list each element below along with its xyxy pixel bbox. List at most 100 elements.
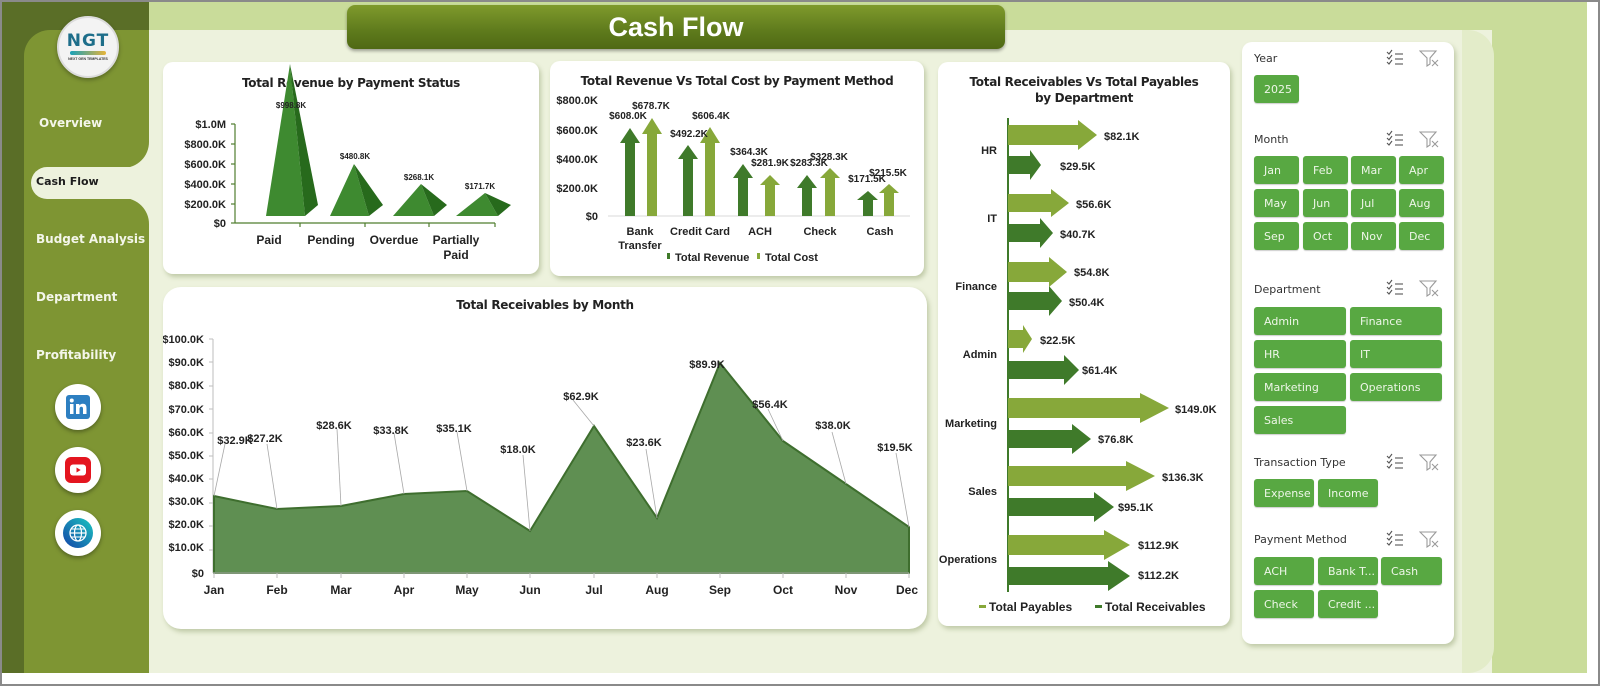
svg-text:Aug: Aug bbox=[645, 583, 668, 597]
svg-text:$998.8K: $998.8K bbox=[276, 101, 306, 110]
slicer-chip-month-jun[interactable]: Jun bbox=[1303, 189, 1348, 217]
chart-title: Total Revenue by Payment Status bbox=[241, 76, 460, 90]
chart-card-receivables-by-month: Total Receivables by Month $100.0K $90.0… bbox=[163, 287, 927, 629]
svg-text:Paid: Paid bbox=[443, 248, 468, 262]
svg-text:Credit Card: Credit Card bbox=[670, 226, 730, 238]
slicer-chip-month-aug[interactable]: Aug bbox=[1399, 189, 1444, 217]
slicer-chip-month-dec[interactable]: Dec bbox=[1399, 222, 1444, 250]
slicer-chip-month-jul[interactable]: Jul bbox=[1351, 189, 1396, 217]
clear-filter-icon[interactable] bbox=[1419, 279, 1439, 297]
svg-text:Overdue: Overdue bbox=[370, 233, 419, 247]
slicer-chip-month-nov[interactable]: Nov bbox=[1351, 222, 1396, 250]
svg-text:Admin: Admin bbox=[963, 349, 998, 361]
slicer-panel: Year 2025 Month Jan Feb Mar Apr May Jun … bbox=[1242, 42, 1454, 644]
chart-card-revenue-by-status: Total Revenue by Payment Status $1.0M $8… bbox=[163, 62, 539, 274]
clear-filter-icon[interactable] bbox=[1419, 130, 1439, 148]
slicer-chip-method-ach[interactable]: ACH bbox=[1254, 557, 1314, 585]
svg-text:$171.5K: $171.5K bbox=[848, 174, 887, 185]
svg-text:Sales: Sales bbox=[968, 486, 997, 498]
youtube-button[interactable] bbox=[55, 447, 101, 493]
slicer-chip-dept-finance[interactable]: Finance bbox=[1350, 307, 1442, 335]
svg-text:$268.1K: $268.1K bbox=[404, 173, 434, 182]
slicer-chip-method-bank-transfer[interactable]: Bank T... bbox=[1318, 557, 1378, 585]
multi-select-icon[interactable] bbox=[1385, 453, 1405, 471]
page-title: Cash Flow bbox=[608, 11, 744, 42]
svg-text:$1.0M: $1.0M bbox=[195, 119, 226, 131]
slicer-chip-year-2025[interactable]: 2025 bbox=[1254, 75, 1299, 103]
svg-text:Total Revenue: Total Revenue bbox=[675, 252, 749, 264]
svg-text:$50.0K: $50.0K bbox=[169, 450, 205, 462]
multi-select-icon[interactable] bbox=[1385, 130, 1405, 148]
slicer-chip-method-cash[interactable]: Cash bbox=[1381, 557, 1442, 585]
slicer-chip-month-jan[interactable]: Jan bbox=[1254, 156, 1299, 184]
slicer-year-label: Year bbox=[1254, 52, 1278, 65]
svg-text:$61.4K: $61.4K bbox=[1082, 365, 1118, 377]
area-series bbox=[213, 361, 910, 574]
svg-text:$90.0K: $90.0K bbox=[169, 357, 205, 369]
svg-text:$40.7K: $40.7K bbox=[1060, 229, 1096, 241]
svg-text:$800.0K: $800.0K bbox=[184, 139, 226, 151]
svg-text:Oct: Oct bbox=[773, 583, 793, 597]
slicer-chip-month-may[interactable]: May bbox=[1254, 189, 1299, 217]
slicer-chip-dept-operations[interactable]: Operations bbox=[1350, 373, 1442, 401]
svg-text:$200.0K: $200.0K bbox=[556, 183, 598, 195]
svg-text:$600.0K: $600.0K bbox=[184, 159, 226, 171]
slicer-chip-month-sep[interactable]: Sep bbox=[1254, 222, 1299, 250]
svg-text:$800.0K: $800.0K bbox=[556, 95, 598, 107]
multi-select-icon[interactable] bbox=[1385, 49, 1405, 67]
svg-text:Sep: Sep bbox=[709, 583, 731, 597]
sidebar-item-overview[interactable]: Overview bbox=[39, 116, 103, 130]
slicer-chip-method-credit-card[interactable]: Credit ... bbox=[1318, 590, 1378, 618]
slicer-chip-month-feb[interactable]: Feb bbox=[1303, 156, 1348, 184]
clear-filter-icon[interactable] bbox=[1419, 49, 1439, 67]
svg-text:$0: $0 bbox=[192, 568, 204, 580]
slicer-chip-dept-marketing[interactable]: Marketing bbox=[1254, 373, 1346, 401]
svg-text:$0: $0 bbox=[586, 211, 598, 223]
chart-card-revenue-vs-cost: Total Revenue Vs Total Cost by Payment M… bbox=[550, 61, 924, 276]
svg-text:$33.8K: $33.8K bbox=[373, 425, 409, 437]
pyramid-chart: $1.0M $800.0K $600.0K $400.0K $200.0K $0 bbox=[184, 64, 511, 262]
svg-text:$0: $0 bbox=[214, 218, 226, 230]
sidebar-item-department[interactable]: Department bbox=[36, 290, 118, 304]
svg-text:Jan: Jan bbox=[204, 583, 225, 597]
series-total-payables bbox=[1008, 120, 1169, 560]
sidebar bbox=[24, 30, 149, 673]
slicer-chip-type-expense[interactable]: Expense bbox=[1254, 479, 1314, 507]
right-band bbox=[1492, 2, 1587, 673]
svg-text:$600.0K: $600.0K bbox=[556, 125, 598, 137]
website-button[interactable] bbox=[55, 510, 101, 556]
multi-select-icon[interactable] bbox=[1385, 530, 1405, 548]
svg-text:$70.0K: $70.0K bbox=[169, 404, 205, 416]
series-total-revenue bbox=[620, 128, 878, 216]
sidebar-item-profitability[interactable]: Profitability bbox=[36, 348, 117, 362]
nav-active-curve-bottom bbox=[109, 198, 149, 224]
svg-text:$608.0K: $608.0K bbox=[609, 111, 648, 122]
clear-filter-icon[interactable] bbox=[1419, 530, 1439, 548]
slicer-chip-type-income[interactable]: Income bbox=[1318, 479, 1378, 507]
multi-select-icon[interactable] bbox=[1385, 279, 1405, 297]
svg-text:$27.2K: $27.2K bbox=[247, 433, 283, 445]
slicer-chip-month-apr[interactable]: Apr bbox=[1399, 156, 1444, 184]
svg-text:$400.0K: $400.0K bbox=[556, 154, 598, 166]
youtube-icon bbox=[65, 457, 91, 483]
slicer-chip-dept-sales[interactable]: Sales bbox=[1254, 406, 1346, 434]
slicer-chip-dept-it[interactable]: IT bbox=[1350, 340, 1442, 368]
svg-text:$30.0K: $30.0K bbox=[169, 496, 205, 508]
svg-text:$89.9K: $89.9K bbox=[689, 359, 725, 371]
svg-text:$76.8K: $76.8K bbox=[1098, 434, 1134, 446]
sidebar-item-cash-flow[interactable] bbox=[31, 167, 151, 199]
svg-text:$80.0K: $80.0K bbox=[169, 380, 205, 392]
svg-text:Jun: Jun bbox=[519, 583, 540, 597]
slicer-chip-dept-admin[interactable]: Admin bbox=[1254, 307, 1346, 335]
page-title-bar: Cash Flow bbox=[347, 5, 1005, 49]
linkedin-button[interactable] bbox=[55, 384, 101, 430]
slicer-chip-method-check[interactable]: Check bbox=[1254, 590, 1314, 618]
sidebar-item-cash-flow-label[interactable]: Cash Flow bbox=[36, 175, 99, 188]
slicer-chip-month-oct[interactable]: Oct bbox=[1303, 222, 1348, 250]
sidebar-item-budget-analysis[interactable]: Budget Analysis bbox=[36, 232, 146, 246]
slicer-chip-dept-hr[interactable]: HR bbox=[1254, 340, 1346, 368]
clear-filter-icon[interactable] bbox=[1419, 453, 1439, 471]
svg-text:ACH: ACH bbox=[748, 226, 772, 238]
svg-text:$35.1K: $35.1K bbox=[436, 423, 472, 435]
slicer-chip-month-mar[interactable]: Mar bbox=[1351, 156, 1396, 184]
